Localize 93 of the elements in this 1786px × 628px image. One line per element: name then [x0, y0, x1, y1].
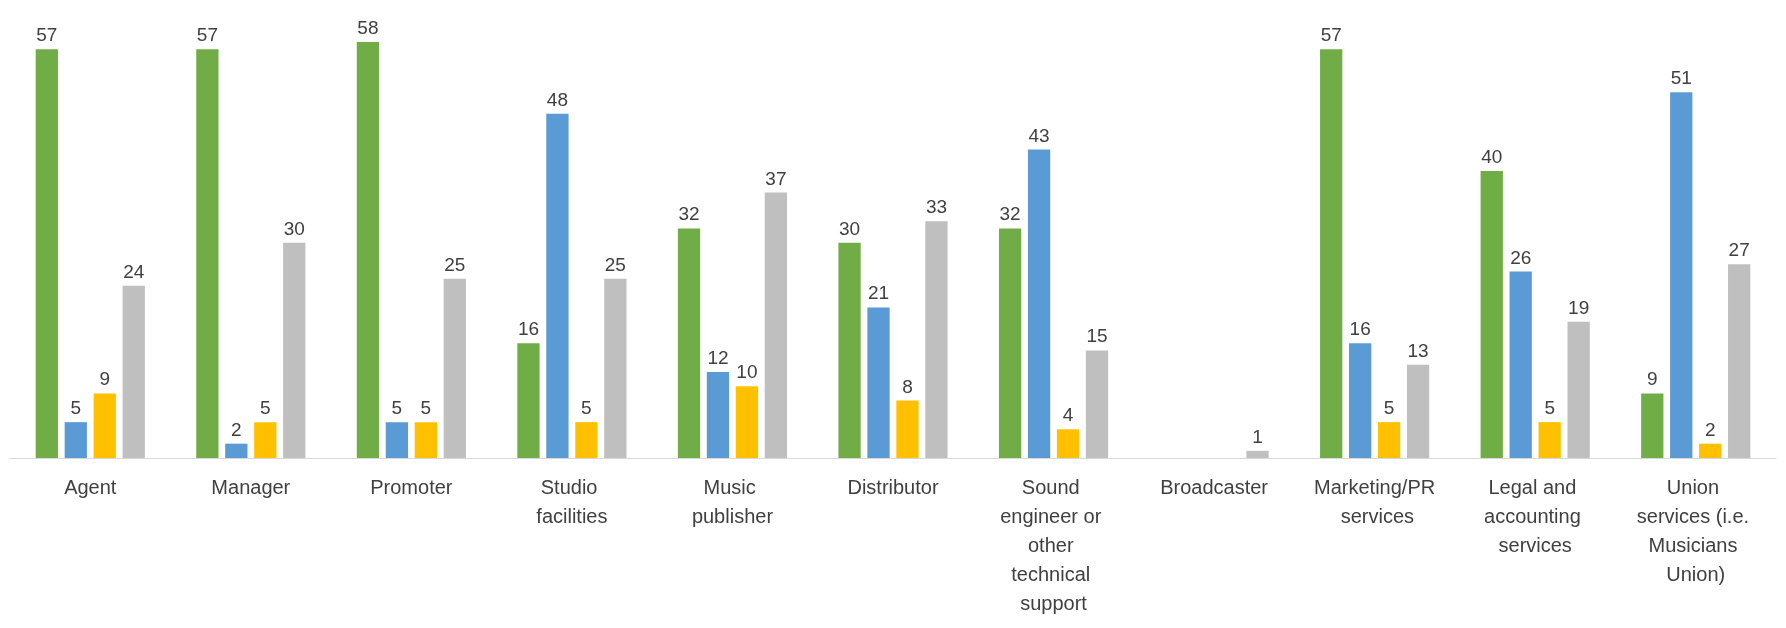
bar	[1728, 264, 1751, 458]
bar	[706, 371, 730, 458]
bar	[735, 386, 759, 458]
data-label: 43	[1028, 124, 1050, 146]
bar	[575, 422, 598, 458]
x-tick-label: Distributor	[847, 475, 939, 498]
bar	[385, 422, 409, 458]
data-label: 5	[1544, 397, 1555, 419]
data-label: 26	[1510, 246, 1532, 268]
bar	[1027, 149, 1051, 458]
x-tick-label: Sound engineer or other technical support	[1000, 475, 1107, 614]
data-label: 58	[357, 17, 379, 38]
bar	[925, 221, 948, 458]
bar	[1641, 393, 1664, 458]
bar	[122, 285, 145, 458]
x-tick-label: Broadcaster	[1160, 475, 1269, 498]
bar	[1349, 343, 1372, 458]
data-label: 32	[999, 203, 1021, 225]
bar	[1699, 443, 1722, 458]
data-label: 24	[123, 260, 145, 282]
bar	[1056, 429, 1080, 458]
data-label: 15	[1086, 325, 1108, 347]
bar	[1085, 350, 1109, 458]
x-tick-label: Marketing/PR services	[1314, 475, 1436, 527]
bar	[414, 422, 437, 458]
bar	[1377, 422, 1401, 458]
data-label: 25	[604, 253, 626, 275]
bar	[1320, 49, 1343, 458]
x-tick-label: Promoter	[370, 475, 453, 498]
data-label: 10	[736, 361, 758, 383]
x-tick-label: Legal and accounting services	[1484, 475, 1587, 556]
data-label: 40	[1481, 146, 1503, 168]
data-label: 16	[1349, 318, 1371, 340]
data-label: 1	[1252, 425, 1263, 447]
bar	[443, 278, 466, 458]
data-label: 51	[1670, 67, 1692, 89]
data-label: 30	[283, 217, 305, 239]
data-label: 5	[391, 397, 403, 419]
bar	[1538, 422, 1561, 458]
data-label: 16	[517, 318, 540, 340]
data-label: 57	[1320, 24, 1342, 46]
data-label: 57	[196, 24, 218, 46]
bar	[196, 49, 219, 458]
x-tick-label: Union services (i.e. Musicians Union)	[1636, 475, 1755, 585]
bar	[1406, 364, 1430, 458]
bar	[517, 343, 540, 458]
data-label: 2	[1704, 418, 1716, 440]
data-label: 5	[70, 397, 82, 419]
data-label: 9	[99, 368, 111, 390]
x-tick-label: Music publisher	[691, 475, 774, 527]
data-label: 13	[1407, 339, 1429, 361]
data-label: 5	[1383, 397, 1395, 419]
x-tick-label: Studio facilities	[536, 475, 608, 527]
bar	[283, 242, 306, 458]
data-label: 30	[838, 217, 861, 239]
bar	[677, 228, 701, 458]
bar	[1480, 171, 1503, 458]
data-label: 27	[1728, 239, 1750, 261]
data-label: 57	[36, 24, 58, 46]
data-label: 25	[444, 253, 466, 275]
bar	[225, 443, 248, 458]
bar	[254, 422, 277, 458]
data-label: 5	[420, 397, 432, 419]
bar	[1509, 271, 1532, 458]
bar	[896, 400, 919, 458]
data-label: 33	[925, 196, 948, 218]
bar	[867, 307, 890, 458]
data-label: 5	[581, 397, 592, 419]
bar	[1246, 450, 1269, 458]
data-label: 21	[867, 282, 890, 304]
bar	[64, 422, 87, 458]
bar	[546, 113, 569, 458]
bar	[764, 192, 788, 458]
data-label: 48	[546, 88, 568, 110]
bar	[35, 49, 58, 458]
data-label: 2	[231, 418, 242, 440]
data-label: 8	[902, 375, 913, 397]
bar	[1670, 92, 1693, 458]
data-label: 4	[1062, 404, 1074, 426]
data-label: 37	[765, 167, 787, 189]
bar	[1567, 321, 1590, 458]
bar	[93, 393, 116, 458]
x-tick-label: Agent	[64, 475, 117, 498]
bar	[604, 278, 627, 458]
bar	[356, 42, 380, 458]
data-label: 12	[707, 346, 729, 368]
data-label: 32	[678, 203, 700, 225]
bar	[998, 228, 1022, 458]
data-label: 9	[1646, 368, 1658, 390]
data-label: 5	[260, 397, 271, 419]
data-label: 19	[1568, 296, 1590, 318]
x-tick-label: Manager	[211, 475, 291, 498]
bar	[838, 242, 861, 458]
